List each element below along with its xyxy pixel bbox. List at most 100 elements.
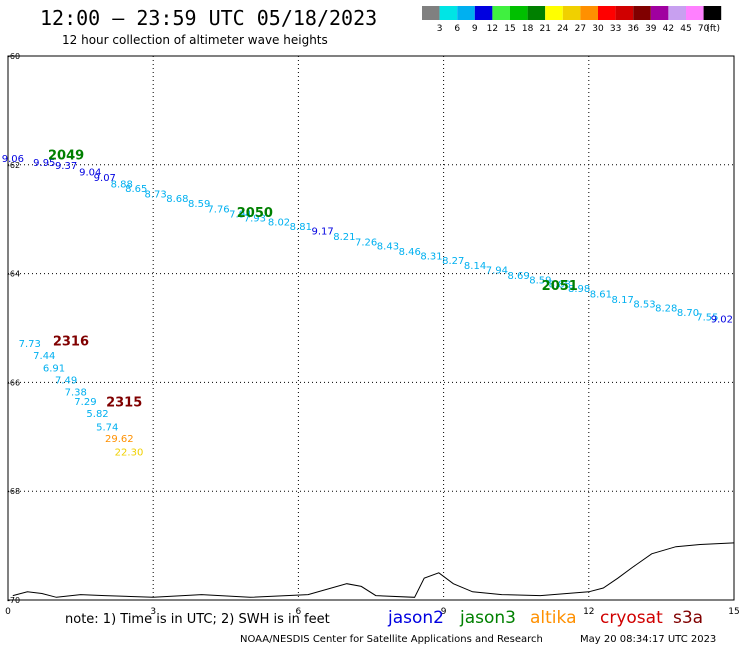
x-tick-label: 12 — [583, 607, 594, 617]
map-subtitle: 12 hour collection of altimeter wave hei… — [62, 33, 328, 47]
wave-height-value: 8.46 — [399, 247, 421, 258]
wave-height-value: 8.61 — [590, 290, 612, 301]
map-title: 12:00 – 23:59 UTC 05/18/2023 — [40, 6, 378, 30]
legend-label: 42 — [663, 24, 674, 34]
legend-swatch — [474, 6, 493, 20]
wave-height-value: 5.74 — [96, 422, 118, 433]
wave-height-value: 7.55 — [696, 312, 718, 323]
legend-swatch — [492, 6, 510, 20]
wave-height-color-legend: 3 6 9 12 15 18 21 24 27 30 33 36 39 42 45 70(ft) — [422, 6, 722, 34]
wave-height-value: 8.88 — [549, 280, 571, 291]
wave-height-value: 8.73 — [144, 189, 166, 200]
legend-label: 39 — [645, 24, 657, 34]
y-tick-label: -64 — [7, 270, 20, 279]
wave-height-value: 7.73 — [19, 339, 41, 350]
legend-swatch — [562, 6, 581, 20]
wave-height-value: 8.70 — [677, 308, 699, 319]
legend-swatch — [668, 6, 686, 20]
legend-swatch — [615, 6, 634, 20]
wave-height-value: 8.43 — [377, 242, 399, 253]
legend-label: 33 — [610, 24, 621, 34]
legend-label: 70 — [698, 24, 710, 34]
legend-label: 21 — [539, 24, 550, 34]
wave-height-value: 9.37 — [55, 161, 77, 172]
wave-height-value: 7.29 — [74, 397, 96, 408]
wave-height-value: 7.26 — [355, 237, 377, 248]
wave-height-value: 9.17 — [311, 226, 333, 237]
footer-credit: NOAA/NESDIS Center for Satellite Applica… — [240, 634, 543, 645]
wave-height-value: 7.94 — [229, 210, 251, 221]
legend-label: 30 — [592, 24, 604, 34]
wave-height-value: 8.68 — [166, 194, 188, 205]
wave-height-value: 9.95 — [33, 158, 55, 169]
legend-swatch — [510, 6, 528, 20]
wave-height-value: 8.65 — [125, 184, 147, 195]
wave-height-value: 8.14 — [464, 261, 486, 272]
wave-height-value: 9.04 — [79, 168, 101, 179]
legend-swatch — [422, 6, 440, 20]
legend-label: 36 — [627, 24, 639, 34]
y-tick-label: -66 — [7, 378, 20, 387]
legend-swatch — [545, 6, 563, 20]
x-tick-label: 15 — [728, 607, 739, 617]
wave-height-value: 8.81 — [290, 222, 312, 233]
legend-swatch — [633, 6, 651, 20]
pass-number-label: 2050 — [237, 206, 273, 221]
footer-timestamp: May 20 08:34:17 UTC 2023 — [580, 634, 717, 645]
wave-height-value: 7.94 — [486, 266, 508, 277]
legend-label: 6 — [454, 24, 460, 34]
wave-height-value: 9.06 — [2, 154, 24, 165]
wave-height-value: 8.21 — [333, 232, 355, 243]
satellite-label-cryosat: cryosat — [600, 608, 663, 628]
legend-label: 12 — [487, 24, 498, 34]
pass-number-label: 2049 — [48, 148, 84, 163]
wave-height-value: 8.98 — [568, 284, 590, 295]
legend-swatch — [650, 6, 669, 20]
legend-label: 15 — [504, 24, 515, 34]
legend-label: 9 — [472, 24, 478, 34]
legend-swatch — [598, 6, 616, 20]
wave-height-value: 8.02 — [268, 218, 290, 229]
x-tick-label: 3 — [150, 607, 156, 617]
legend-label: 27 — [575, 24, 586, 34]
x-tick-label: 6 — [296, 607, 302, 617]
satellite-label-s3a: s3a — [673, 608, 704, 628]
wave-height-value: 7.38 — [65, 387, 87, 398]
wave-height-value: 6.91 — [43, 364, 65, 375]
wave-height-value: 7.93 — [244, 213, 266, 224]
wave-height-value: 7.49 — [55, 375, 77, 386]
satellite-label-jason2: jason2 — [388, 608, 444, 628]
pass-number-label: 2315 — [106, 395, 142, 410]
legend-swatch — [703, 6, 722, 20]
legend-swatch — [527, 6, 546, 20]
legend-swatch — [580, 6, 598, 20]
wave-height-value: 22.30 — [115, 447, 144, 458]
legend-unit: (ft) — [706, 24, 720, 34]
legend-swatch — [686, 6, 704, 20]
x-tick-label: 0 — [5, 607, 11, 617]
legend-label: 45 — [680, 24, 691, 34]
satellite-label-jason3: jason3 — [460, 608, 516, 628]
wave-height-value: 9.02 — [711, 315, 733, 326]
pass-number-label: 2316 — [53, 334, 89, 349]
x-tick-label: 9 — [441, 607, 447, 617]
y-tick-label: -62 — [7, 161, 20, 170]
wave-height-value: 8.27 — [442, 256, 464, 267]
wave-height-value: 29.62 — [105, 434, 134, 445]
units-note: note: 1) Time is in UTC; 2) SWH is in fe… — [65, 612, 330, 627]
wave-height-value: 8.28 — [655, 304, 677, 315]
wave-height-value: 8.17 — [612, 295, 634, 306]
legend-label: 24 — [557, 24, 569, 34]
map-frame — [7, 55, 735, 601]
antarctic-coastline — [12, 542, 735, 598]
y-tick-label: -60 — [7, 52, 20, 61]
legend-label: 3 — [437, 24, 443, 34]
satellite-label-altika: altika — [530, 608, 577, 628]
y-tick-label: -68 — [7, 487, 20, 496]
wave-height-value: 8.31 — [420, 251, 442, 262]
wave-height-value: 8.59 — [529, 275, 551, 286]
wave-height-value: 9.07 — [94, 173, 116, 184]
wave-height-value: 8.69 — [507, 271, 529, 282]
legend-label: 18 — [522, 24, 534, 34]
